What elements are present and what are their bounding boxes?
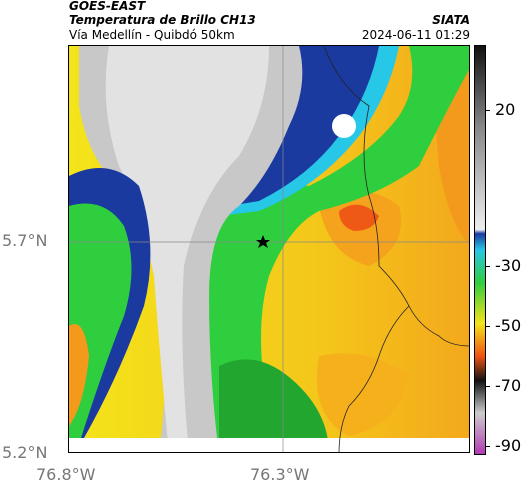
lat-label-5-7: 5.7°N — [2, 231, 48, 250]
orange-patch-south — [317, 353, 409, 436]
colorbar-label-minus30: -30 — [495, 256, 522, 275]
green-belt — [209, 46, 469, 452]
datetime-label: 2024-06-11 01:29 — [361, 28, 470, 42]
temperature-map — [68, 45, 470, 453]
star-icon — [256, 235, 270, 248]
lat-label-5-2: 5.2°N — [2, 443, 48, 462]
lon-label-76-8: 76.8°W — [36, 465, 96, 484]
agency-label: SIATA — [432, 13, 470, 27]
colorbar-tick — [486, 266, 490, 267]
satellite-title: GOES-EAST — [69, 0, 146, 13]
colorbar-tick — [486, 110, 490, 111]
colorbar-svg — [475, 46, 485, 454]
map-canvas — [69, 46, 469, 452]
west-orange — [69, 324, 89, 426]
colorbar-label-20: 20 — [495, 100, 516, 119]
no-data-strip — [69, 438, 469, 452]
colorbar-label-minus50: -50 — [495, 316, 522, 335]
cloud-hole — [332, 114, 356, 138]
colorbar — [474, 45, 486, 455]
colorbar-tick — [486, 326, 490, 327]
red-patch — [339, 204, 379, 231]
department-border — [323, 46, 469, 347]
colorbar-tick — [486, 446, 490, 447]
colorbar-tick — [486, 386, 490, 387]
colorbar-gradient — [475, 46, 485, 454]
green-dark — [219, 359, 329, 452]
department-border-south — [338, 305, 410, 452]
product-title: Temperatura de Brillo CH13 — [69, 13, 256, 27]
lon-label-76-3: 76.3°W — [250, 465, 310, 484]
region-label: Vía Medellín - Quibdó 50km — [69, 28, 235, 42]
cold-cloud-core — [105, 46, 269, 452]
colorbar-label-minus90: -90 — [495, 436, 522, 455]
colorbar-label-minus70: -70 — [495, 376, 522, 395]
